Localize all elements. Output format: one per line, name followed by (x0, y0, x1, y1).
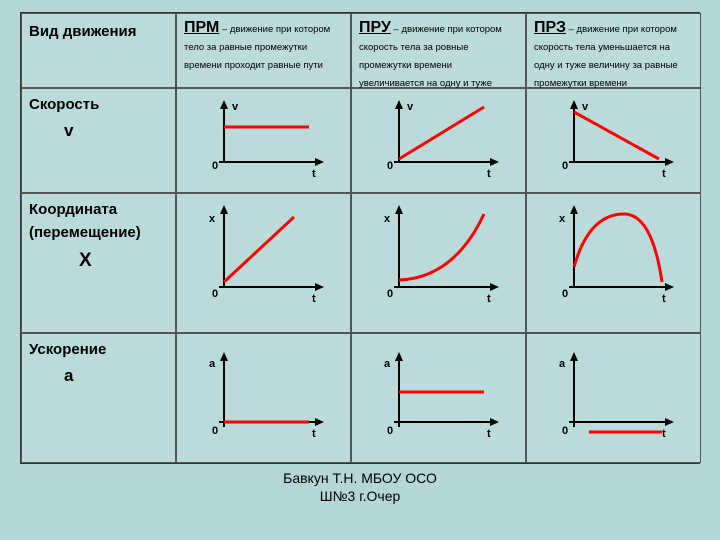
velocity-label: Скорость (29, 94, 168, 117)
acceleration-label: Ускорение (29, 339, 168, 362)
chart-x-prm: x t 0 (176, 193, 351, 333)
xlabel: t (487, 168, 491, 180)
velocity-symbol: v (29, 121, 168, 141)
zero: 0 (212, 288, 218, 300)
footer-line2: Ш№3 г.Очер (20, 487, 700, 505)
header-col-pru: ПРУ – движение при котором скорость тела… (351, 13, 526, 88)
zero: 0 (387, 160, 393, 172)
chart-a-pru: a t 0 (351, 333, 526, 463)
ylabel: x (559, 213, 566, 225)
abbr-prm: ПРМ (184, 19, 219, 36)
motion-table: Вид движения ПРМ – движение при котором … (20, 12, 700, 464)
zero: 0 (212, 425, 218, 437)
row-label-velocity: Скорость v (21, 88, 176, 193)
chart-a-prm: a t 0 (176, 333, 351, 463)
chart-v-prz: v t 0 (526, 88, 701, 193)
chart-x-prz: x t 0 (526, 193, 701, 333)
row-label-position: Координата (перемещение) X (21, 193, 176, 333)
footer: Бавкун Т.Н. МБОУ ОСО Ш№3 г.Очер (20, 469, 700, 505)
zero: 0 (387, 288, 393, 300)
header-row-title: Вид движения (21, 13, 176, 88)
ylabel: a (209, 358, 216, 370)
footer-line1: Бавкун Т.Н. МБОУ ОСО (20, 469, 700, 487)
chart-x-pru: x t 0 (351, 193, 526, 333)
header-title-text: Вид движения (29, 19, 168, 45)
curve (399, 107, 484, 159)
zero: 0 (387, 425, 393, 437)
xlabel: t (662, 293, 666, 305)
ylabel: a (559, 358, 566, 370)
curve (224, 217, 294, 282)
chart-v-pru: v t 0 (351, 88, 526, 193)
xlabel: t (312, 293, 316, 305)
ylabel: a (384, 358, 391, 370)
zero: 0 (562, 425, 568, 437)
xlabel: t (487, 293, 491, 305)
chart-a-prz: a t 0 (526, 333, 701, 463)
ylabel: v (232, 101, 239, 113)
zero: 0 (562, 288, 568, 300)
xlabel: t (662, 428, 666, 440)
header-col-prz: ПРЗ – движение при котором скорость тела… (526, 13, 701, 88)
zero: 0 (212, 160, 218, 172)
ylabel: v (407, 101, 414, 113)
curve (399, 214, 484, 280)
curve (574, 214, 662, 282)
position-label: Координата (перемещение) (29, 199, 168, 244)
xlabel: t (487, 428, 491, 440)
header-col-prm: ПРМ – движение при котором тело за равны… (176, 13, 351, 88)
zero: 0 (562, 160, 568, 172)
ylabel: v (582, 101, 589, 113)
abbr-prz: ПРЗ (534, 19, 566, 36)
curve (574, 112, 659, 159)
xlabel: t (312, 428, 316, 440)
row-label-acceleration: Ускорение а (21, 333, 176, 463)
position-symbol: X (29, 250, 168, 272)
xlabel: t (662, 168, 666, 180)
abbr-pru: ПРУ (359, 19, 391, 36)
xlabel: t (312, 168, 316, 180)
ylabel: x (209, 213, 216, 225)
chart-v-prm: v t 0 (176, 88, 351, 193)
ylabel: x (384, 213, 391, 225)
acceleration-symbol: а (29, 366, 168, 386)
